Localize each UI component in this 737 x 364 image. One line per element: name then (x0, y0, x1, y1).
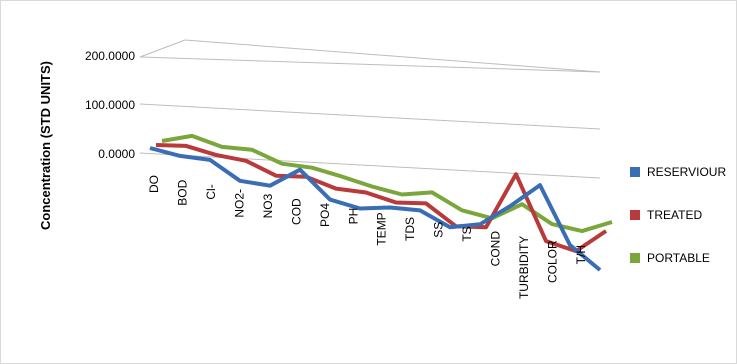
x-tick-label: NO3 (261, 193, 275, 218)
legend-item-portable: PORTABLE (630, 251, 710, 265)
series-line-treated (155, 143, 608, 254)
series-lines (149, 133, 613, 272)
x-tick-label: SS (432, 222, 446, 238)
legend-label: RESERVIOUR (647, 165, 726, 179)
y-tick-label: 200.0000 (85, 49, 135, 63)
legend-swatch (630, 167, 640, 177)
legend-label: TREATED (647, 208, 702, 222)
x-tick-label: TURBIDITY (517, 236, 531, 299)
x-tick-label: DO (147, 175, 161, 193)
y-tick-label: 0.0000 (98, 147, 135, 161)
gridlines (139, 39, 601, 179)
x-tick-label: COLOR (546, 240, 560, 283)
legend-swatch (630, 210, 640, 220)
y-tick-label: 100.0000 (85, 98, 135, 112)
x-tick-label: TS (460, 226, 474, 241)
gridline-top (184, 39, 601, 73)
series-line-portable (161, 133, 613, 234)
wall-edge (139, 39, 186, 58)
x-tick-label: TEMP (375, 212, 389, 245)
x-tick-label: PH (346, 208, 360, 225)
x-tick-label: TDS (403, 217, 417, 241)
y-axis-ticks: 0.0000 100.0000 200.0000 (85, 49, 135, 161)
legend: RESERVIOUR TREATED PORTABLE (630, 165, 726, 265)
x-tick-label: T/H (574, 245, 588, 264)
legend-item-treated: TREATED (630, 208, 702, 222)
legend-swatch (630, 253, 640, 263)
x-tick-label: NO2- (232, 189, 246, 218)
series-line-reserviour (149, 146, 602, 272)
gridline-100 (139, 103, 601, 130)
x-tick-label: COD (289, 198, 303, 225)
y-axis-title: Concentration (STD UNITS) (38, 61, 53, 230)
gridline-200 (139, 56, 601, 73)
legend-item-reserviour: RESERVIOUR (630, 165, 726, 179)
x-tick-label: Cl- (204, 184, 218, 199)
x-tick-label: PO4 (318, 203, 332, 227)
x-tick-label: COND (489, 231, 503, 267)
x-tick-label: BOD (176, 179, 190, 205)
x-axis-labels: DO BOD Cl- NO2- NO3 COD PO4 PH TEMP TDS SS TS COND TU… (147, 175, 588, 299)
legend-label: PORTABLE (647, 251, 710, 265)
gridline-0 (139, 152, 601, 179)
